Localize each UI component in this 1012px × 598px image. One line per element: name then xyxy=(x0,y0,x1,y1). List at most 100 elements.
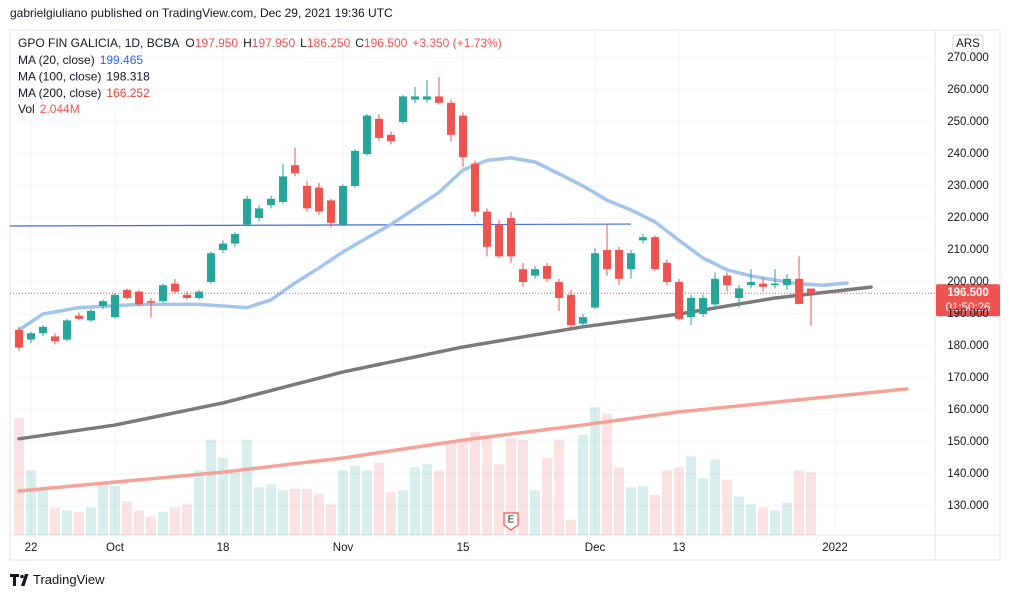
volume-bar xyxy=(422,464,433,535)
candle-body xyxy=(447,102,456,135)
volume-bar xyxy=(626,487,637,535)
volume-bar xyxy=(806,472,817,535)
volume-bar xyxy=(650,494,661,535)
volume-bar xyxy=(722,479,733,535)
volume-bar xyxy=(134,510,145,535)
volume-bar xyxy=(98,484,109,535)
volume-bar xyxy=(290,488,301,535)
logo-mark xyxy=(10,574,19,586)
volume-bar xyxy=(242,439,253,535)
y-tick-label: 240.000 xyxy=(947,148,989,160)
candle-layer xyxy=(15,77,816,351)
moving-average-line xyxy=(17,387,909,493)
candle-body xyxy=(243,198,252,225)
volume-bar xyxy=(254,487,265,535)
footer-brand: TradingView xyxy=(33,572,105,587)
ma-name: MA (200, close) xyxy=(18,86,101,100)
candle-body xyxy=(807,288,816,294)
volume-bar xyxy=(746,504,757,535)
volume-bar xyxy=(638,485,649,535)
candle-body xyxy=(315,187,324,212)
ma-value: 198.318 xyxy=(106,70,150,84)
volume-bar xyxy=(266,484,277,535)
volume-bar xyxy=(26,470,37,535)
moving-average-line xyxy=(17,156,849,332)
candle-body xyxy=(387,134,396,142)
candle-body xyxy=(783,278,792,286)
candle-body xyxy=(675,282,684,319)
candle-body xyxy=(519,269,528,283)
legend: GPO FIN GALICIA, 1D, BCBA O197.950 H197.95… xyxy=(18,36,502,116)
volume-bar xyxy=(50,507,61,535)
ma-name: MA (20, close) xyxy=(18,53,95,67)
ohlc-value: 197.950 xyxy=(195,36,239,50)
volume-bar xyxy=(158,511,169,535)
logo-dot xyxy=(20,574,24,579)
y-tick-label: 180.000 xyxy=(947,340,989,352)
candle-body xyxy=(111,294,120,318)
candle-body xyxy=(303,186,312,209)
candle-body xyxy=(411,96,420,100)
candle-body xyxy=(99,301,108,307)
y-tick-label: 200.000 xyxy=(947,276,989,288)
candle-body xyxy=(291,165,300,174)
ohlc-value: 197.950 xyxy=(252,36,296,50)
y-tick-label: 260.000 xyxy=(947,84,989,96)
volume-bar xyxy=(614,467,625,535)
volume-bar xyxy=(698,478,709,535)
volume-bar xyxy=(734,496,745,535)
ohlc: O197.950 H197.950 L186.250 C196.500 xyxy=(185,36,407,50)
currency-box[interactable] xyxy=(952,34,984,53)
y-tick-label: 130.000 xyxy=(947,500,989,512)
candle-body xyxy=(567,294,576,326)
symbol: GPO FIN GALICIA, 1D, BCBA xyxy=(18,36,179,50)
countdown-label: 01:50:26 xyxy=(946,302,991,314)
ma-legend-entry: MA (100, close) 198.318 xyxy=(18,70,150,84)
candle-body xyxy=(555,282,564,299)
earnings-icon xyxy=(503,512,519,531)
candle-body xyxy=(627,253,636,270)
volume-bar xyxy=(794,470,805,535)
candle-body xyxy=(795,278,804,304)
volume-bar xyxy=(206,439,217,535)
ohlc-key: O xyxy=(185,36,194,50)
candle-body xyxy=(399,96,408,123)
change: +3.350 (+1.73%) xyxy=(412,36,501,50)
symbol-line: GPO FIN GALICIA, 1D, BCBA O197.950 H197.95… xyxy=(18,36,502,50)
candle-body xyxy=(339,186,348,225)
candle-body xyxy=(147,301,156,303)
x-tick-label: 13 xyxy=(673,542,686,554)
candle-body xyxy=(195,291,204,299)
candle-body xyxy=(375,118,384,139)
logo-slash xyxy=(21,574,29,586)
footer-logo: TradingView xyxy=(10,572,105,587)
x-tick-label: Oct xyxy=(106,542,125,554)
x-tick-label: 15 xyxy=(457,542,470,554)
volume-bar xyxy=(458,439,469,535)
volume-bar xyxy=(566,519,577,535)
y-tick-label: 170.000 xyxy=(947,372,989,384)
candle-body xyxy=(471,163,480,212)
candle-body xyxy=(171,283,180,292)
volume-bar xyxy=(182,504,193,535)
candle-body xyxy=(507,218,516,257)
candle-body xyxy=(327,200,336,223)
moving-average-line xyxy=(17,285,873,441)
candle-body xyxy=(51,336,60,342)
x-tick-label: Dec xyxy=(585,542,606,554)
x-tick-label: 22 xyxy=(25,542,38,554)
volume-bar xyxy=(218,458,229,535)
currency: ARS xyxy=(956,38,980,50)
volume-bar xyxy=(86,507,97,535)
x-tick-label: 2022 xyxy=(822,542,848,554)
y-tick-label: 230.000 xyxy=(947,180,989,192)
candle-body xyxy=(495,224,504,257)
volume-bar xyxy=(302,488,313,535)
x-tick-label: 18 xyxy=(217,542,230,554)
ohlc-key: L xyxy=(300,36,307,50)
candle-body xyxy=(207,253,216,283)
ma-legend-entry: MA (20, close) 199.465 xyxy=(18,53,143,67)
ohlc-key: H xyxy=(243,36,252,50)
candle-body xyxy=(459,115,468,158)
volume-bar xyxy=(314,493,325,535)
